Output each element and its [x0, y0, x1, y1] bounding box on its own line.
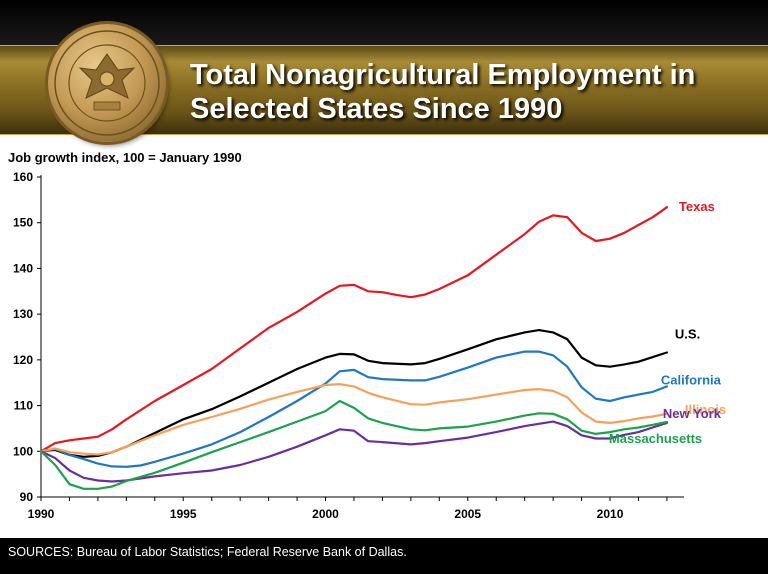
- series-line-texas: [39, 206, 668, 453]
- y-tick-label-110: 110: [14, 399, 34, 413]
- y-tick-label-120: 120: [13, 353, 33, 367]
- series-label-u-s: U.S.: [675, 327, 700, 342]
- series-line-massachusetts: [39, 399, 668, 490]
- y-tick-label-100: 100: [13, 444, 33, 458]
- series-line-illinois: [39, 383, 668, 456]
- chart-title: Total Nonagricultural Employment in Sele…: [190, 58, 750, 126]
- y-tick-label-150: 150: [13, 216, 33, 230]
- x-tick-label-2000: 2000: [312, 507, 339, 521]
- title-line-1: Total Nonagricultural Employment in: [190, 59, 696, 91]
- x-tick-label-2010: 2010: [597, 507, 624, 521]
- series-line-new-york: [39, 420, 668, 483]
- series-label-texas: Texas: [679, 199, 715, 214]
- source-note: SOURCES: Bureau of Labor Statistics; Fed…: [8, 545, 407, 559]
- seal-graphic: [54, 30, 160, 136]
- series-line-u-s: [39, 329, 668, 458]
- y-tick-label-160: 160: [13, 170, 33, 184]
- y-tick-label-140: 140: [13, 261, 33, 275]
- x-tick-label-2005: 2005: [454, 507, 481, 521]
- y-tick-label-130: 130: [13, 307, 33, 321]
- series-line-california: [39, 350, 668, 468]
- x-tick-label-1995: 1995: [170, 507, 197, 521]
- series-label-new-york: New York: [663, 406, 722, 421]
- series-label-california: California: [661, 372, 722, 387]
- title-line-2: Selected States Since 1990: [190, 93, 563, 125]
- federal-reserve-seal: [48, 24, 166, 142]
- x-tick-label-1990: 1990: [28, 507, 55, 521]
- y-tick-label-90: 90: [20, 490, 34, 504]
- y-axis-label: Job growth index, 100 = January 1990: [8, 150, 242, 165]
- series-label-massachusetts: Massachusetts: [609, 431, 702, 446]
- series-label-illinois: Illinois: [685, 402, 726, 417]
- footer-band: [0, 538, 768, 574]
